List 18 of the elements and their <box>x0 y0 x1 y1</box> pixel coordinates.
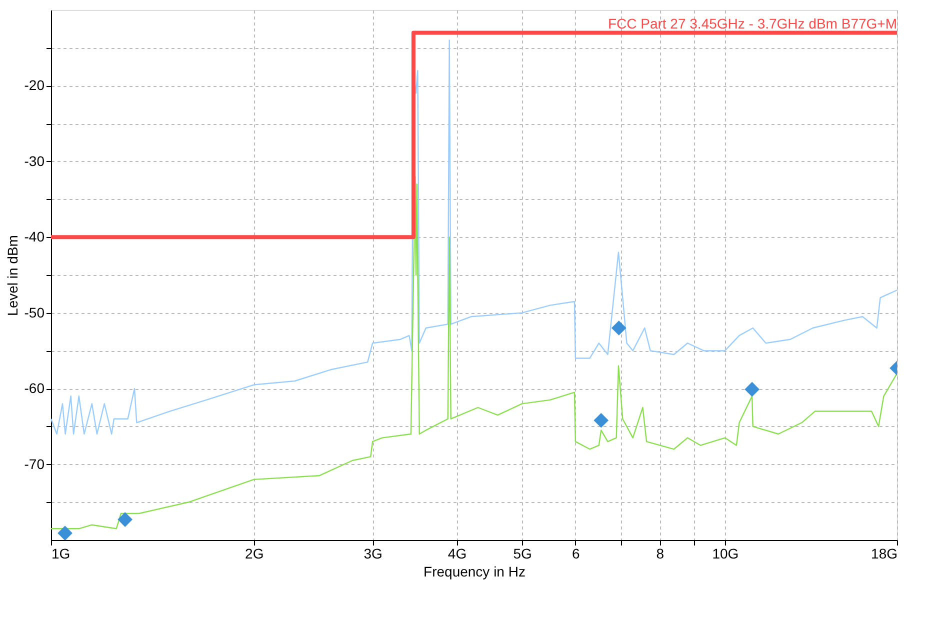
x-tick-label: 6 <box>572 546 580 562</box>
series-label: FCC Part 27 3.45GHz - 3.7GHz dBm B77G+M <box>608 16 897 32</box>
x-tick-label: 10G <box>712 546 739 562</box>
y-tick-label: -30 <box>24 152 45 169</box>
y-tick-label: -50 <box>24 304 45 320</box>
y-tick-label: -20 <box>24 77 45 94</box>
x-tick-label: 1G <box>52 546 70 562</box>
x-tick-label: 3G <box>364 546 382 562</box>
y-tick-label: -60 <box>24 380 45 396</box>
x-tick-label: 2G <box>245 546 264 562</box>
y-tick-label: -40 <box>24 228 45 245</box>
y-tick-label: -70 <box>24 456 45 472</box>
x-tick-label: 5G <box>513 546 532 562</box>
x-axis-title: Frequency in Hz <box>424 564 526 580</box>
x-tick-label: 18G <box>871 546 898 562</box>
x-tick-label: 8 <box>656 546 664 562</box>
y-axis-title: Level in dBm <box>4 235 20 316</box>
x-tick-label: 4G <box>448 546 467 562</box>
